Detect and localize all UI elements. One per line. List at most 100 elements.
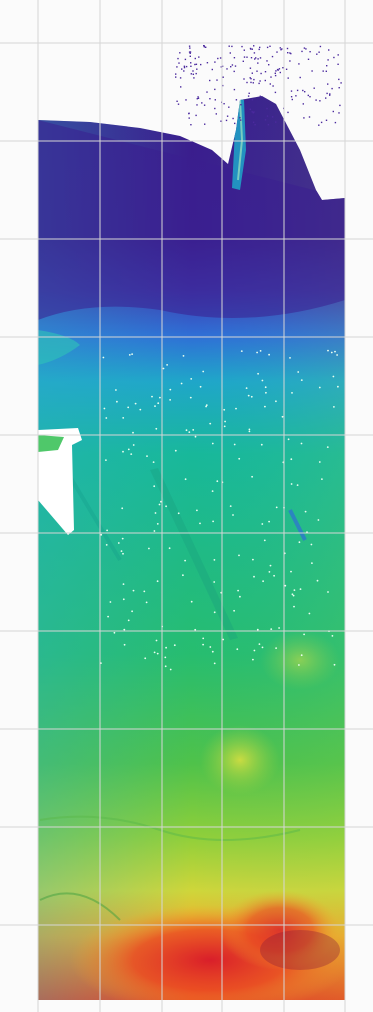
sounding-point (188, 431, 191, 433)
sounding-point (261, 646, 264, 649)
noise-point (249, 77, 251, 79)
noise-point (192, 73, 194, 75)
sounding-point (260, 443, 263, 446)
noise-point (337, 63, 339, 65)
sounding-point (262, 580, 264, 583)
sounding-point (105, 459, 107, 461)
noise-point (194, 57, 196, 60)
sounding-point (146, 455, 148, 457)
noise-point (185, 65, 188, 68)
noise-point (271, 116, 274, 118)
noise-point (319, 45, 322, 48)
noise-point (318, 124, 320, 126)
noise-point (195, 63, 198, 65)
sounding-point (209, 646, 212, 648)
noise-point (264, 71, 267, 73)
noise-point (222, 76, 224, 78)
sounding-point (270, 628, 273, 630)
sounding-point (291, 593, 294, 596)
noise-point (326, 92, 328, 95)
sounding-point (182, 355, 185, 357)
noise-point (311, 70, 313, 72)
noise-point (214, 88, 216, 91)
sounding-point (281, 415, 284, 418)
noise-point (215, 113, 217, 115)
sounding-point (236, 648, 239, 651)
sounding-point (158, 503, 161, 506)
noise-point (287, 52, 289, 54)
sounding-point (132, 431, 134, 434)
noise-point (175, 73, 177, 75)
sounding-point (128, 354, 131, 356)
sounding-point (209, 422, 212, 425)
sounding-point (194, 435, 197, 438)
noise-point (233, 70, 235, 73)
sounding-point (223, 425, 226, 428)
noise-point (230, 66, 232, 68)
sounding-point (123, 628, 126, 631)
noise-point (205, 46, 207, 48)
sounding-point (256, 628, 259, 631)
noise-point (326, 65, 328, 67)
sounding-point (213, 611, 216, 614)
noise-point (239, 117, 241, 119)
noise-point (229, 52, 231, 54)
noise-point (197, 96, 199, 98)
noise-point (179, 77, 182, 79)
noise-point (307, 94, 309, 97)
noise-point (338, 112, 340, 114)
noise-point (331, 87, 333, 90)
sounding-point (151, 395, 153, 398)
noise-point (190, 62, 192, 64)
noise-point (194, 63, 196, 66)
noise-point (228, 106, 230, 108)
noise-point (253, 111, 255, 113)
sounding-point (275, 647, 277, 649)
noise-point (274, 72, 276, 74)
noise-point (243, 49, 245, 51)
sounding-point (159, 396, 161, 399)
sounding-point (250, 395, 253, 398)
sounding-point (331, 635, 334, 637)
noise-point (206, 62, 209, 64)
noise-point (232, 117, 234, 120)
noise-point (183, 70, 185, 72)
sounding-point (157, 402, 160, 405)
sounding-point (327, 349, 329, 352)
sounding-point (237, 589, 240, 592)
sounding-point (168, 547, 171, 550)
noise-point (176, 66, 178, 68)
noise-point (193, 77, 195, 79)
sounding-point (199, 385, 202, 388)
noise-point (203, 46, 206, 48)
noise-point (211, 68, 213, 71)
noise-point (289, 52, 291, 54)
noise-point (253, 78, 255, 81)
noise-point (304, 91, 306, 93)
sounding-point (247, 394, 250, 397)
sounding-point (160, 500, 162, 503)
sounding-point (287, 438, 290, 441)
sounding-point (299, 588, 302, 590)
noise-point (309, 96, 311, 98)
sounding-point (232, 514, 234, 516)
sounding-point (263, 539, 266, 542)
sounding-point (238, 554, 240, 557)
sounding-point (291, 392, 293, 394)
sounding-point (194, 628, 197, 631)
noise-point (209, 98, 211, 100)
noise-point (228, 45, 230, 47)
sounding-point (334, 350, 336, 353)
noise-point (196, 104, 198, 106)
noise-point (290, 52, 292, 55)
sounding-point (318, 386, 321, 389)
sounding-point (303, 633, 305, 636)
sounding-point (132, 589, 135, 592)
noise-point (254, 58, 256, 60)
sounding-point (154, 512, 157, 514)
noise-point (281, 48, 283, 50)
noise-point (248, 92, 250, 94)
noise-point (179, 52, 181, 54)
